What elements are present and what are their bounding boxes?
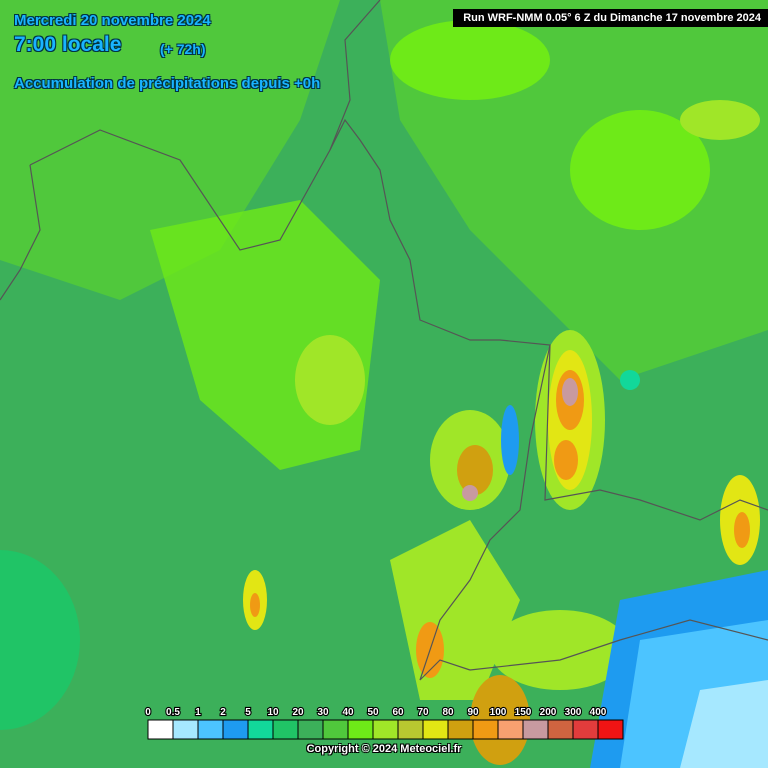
legend-label: 1 bbox=[195, 707, 201, 718]
legend-label: 100 bbox=[490, 707, 507, 718]
precip-area bbox=[250, 593, 260, 617]
legend-label: 80 bbox=[442, 707, 454, 718]
precip-area bbox=[562, 378, 578, 406]
precip-area bbox=[501, 405, 519, 475]
border-line bbox=[469, 619, 768, 671]
legend-label: 90 bbox=[467, 707, 479, 718]
border-line bbox=[0, 164, 41, 301]
legend-swatch bbox=[472, 719, 499, 740]
legend-label: 60 bbox=[392, 707, 404, 718]
legend-swatch bbox=[572, 719, 599, 740]
copyright: Copyright © 2024 Meteociel.fr bbox=[306, 743, 462, 755]
legend-label: 300 bbox=[565, 707, 582, 718]
date: Mercredi 20 novembre 2024 bbox=[14, 12, 211, 29]
legend-swatch bbox=[547, 719, 574, 740]
legend-swatch bbox=[147, 719, 174, 740]
legend-swatch bbox=[397, 719, 424, 740]
legend-swatch bbox=[197, 719, 224, 740]
legend-label: 200 bbox=[540, 707, 557, 718]
precip-area bbox=[620, 370, 640, 390]
legend-swatch bbox=[272, 719, 299, 740]
legend-label: 2 bbox=[220, 707, 226, 718]
precip-area bbox=[457, 445, 493, 495]
border-line bbox=[544, 344, 768, 521]
legend-label: 5 bbox=[245, 707, 251, 718]
run-info: Run WRF-NMM 0.05° 6 Z du Dimanche 17 nov… bbox=[453, 9, 768, 27]
precip-area bbox=[680, 100, 760, 140]
precip-area bbox=[734, 512, 750, 548]
legend-label: 10 bbox=[267, 707, 279, 718]
legend-swatch bbox=[347, 719, 374, 740]
precip-area bbox=[0, 0, 340, 300]
time: 7:00 locale bbox=[14, 33, 122, 56]
precip-area bbox=[462, 485, 478, 501]
legend-label: 150 bbox=[515, 707, 532, 718]
borders bbox=[0, 0, 768, 681]
legend-swatch bbox=[247, 719, 274, 740]
legend-label: 0 bbox=[145, 707, 151, 718]
legend-label: 70 bbox=[417, 707, 429, 718]
product: Accumulation de précipitations depuis +0… bbox=[14, 75, 321, 92]
precip-area bbox=[554, 440, 578, 480]
legend-label: 30 bbox=[317, 707, 329, 718]
legend: 0 0.5 1 2 5 10 20 30 40 50 60 70 80 90 100 150 200 300 400 bbox=[144, 706, 624, 740]
legend-swatch bbox=[447, 719, 474, 740]
legend-swatch bbox=[497, 719, 524, 740]
legend-swatch bbox=[172, 719, 199, 740]
precip-area bbox=[390, 20, 550, 100]
precip-area bbox=[0, 550, 80, 730]
legend-swatch bbox=[222, 719, 249, 740]
lead-time: (+ 72h) bbox=[160, 41, 206, 57]
precip-area bbox=[680, 680, 768, 768]
border-line bbox=[329, 0, 381, 151]
border-line bbox=[29, 118, 551, 681]
legend-swatch bbox=[297, 719, 324, 740]
precip-area bbox=[490, 610, 630, 690]
precip-area bbox=[570, 110, 710, 230]
legend-label: 0.5 bbox=[166, 707, 180, 718]
legend-label: 40 bbox=[342, 707, 354, 718]
legend-label: 50 bbox=[367, 707, 379, 718]
legend-label: 400 bbox=[590, 707, 607, 718]
legend-swatch bbox=[372, 719, 399, 740]
legend-swatch bbox=[422, 719, 449, 740]
legend-swatch bbox=[522, 719, 549, 740]
legend-label: 20 bbox=[292, 707, 304, 718]
precip-area bbox=[295, 335, 365, 425]
legend-swatch bbox=[322, 719, 349, 740]
legend-swatch bbox=[597, 719, 624, 740]
